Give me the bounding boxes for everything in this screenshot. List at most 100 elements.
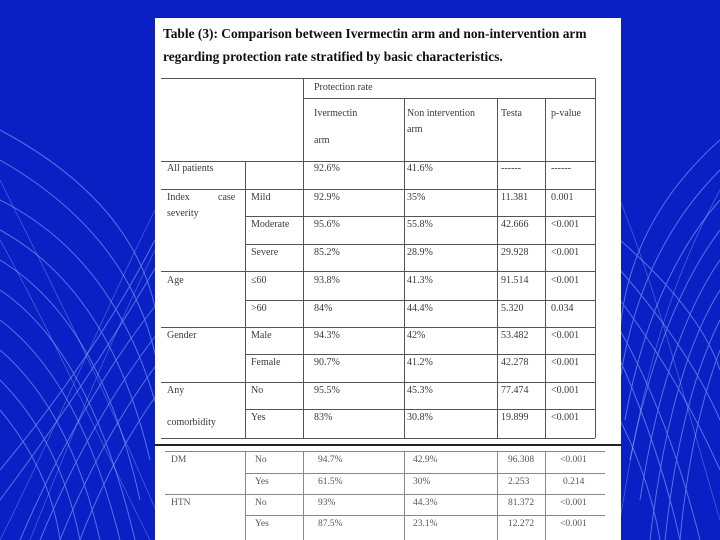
cell-ivermectin: 95.6% xyxy=(314,219,340,230)
table-rule xyxy=(165,451,605,452)
cell-non-intervention: 44.4% xyxy=(407,303,433,314)
table-rule xyxy=(595,78,596,438)
row-subgroup: Mild xyxy=(251,192,271,203)
table-rule xyxy=(161,161,595,162)
cell-ivermectin: 94.3% xyxy=(314,330,340,341)
cell-p-value: ------ xyxy=(551,163,571,174)
table-rule xyxy=(161,78,595,79)
row-subgroup: Yes xyxy=(255,477,269,487)
row-category: Age xyxy=(167,275,184,286)
table-rule xyxy=(497,98,498,438)
table-rule xyxy=(245,515,605,516)
cell-p-value: <0.001 xyxy=(551,275,580,286)
cell-test: 2.253 xyxy=(508,477,530,487)
table-rule xyxy=(245,161,246,438)
cell-p-value: <0.001 xyxy=(560,519,587,529)
cell-p-value: <0.001 xyxy=(560,455,587,465)
cell-test: 19.899 xyxy=(501,412,529,423)
row-subgroup: Severe xyxy=(251,247,279,258)
table-rule xyxy=(303,451,304,540)
table-rule xyxy=(404,451,405,540)
row-subgroup: No xyxy=(251,385,264,396)
table-rule xyxy=(245,473,605,474)
cell-p-value: 0.001 xyxy=(551,192,574,203)
cell-test: 42.666 xyxy=(501,219,529,230)
cell-ivermectin: 90.7% xyxy=(314,357,340,368)
cell-test: 53.482 xyxy=(501,330,529,341)
table-rule xyxy=(497,451,498,540)
cell-ivermectin: 84% xyxy=(314,303,333,314)
row-subgroup: Moderate xyxy=(251,219,290,230)
row-category: case xyxy=(218,192,236,203)
cell-test: 11.381 xyxy=(501,192,529,203)
row-category: HTN xyxy=(171,498,191,508)
header-test: Testa xyxy=(501,108,522,119)
cell-non-intervention: 35% xyxy=(407,192,426,203)
cell-test: 96.308 xyxy=(508,455,535,465)
cell-ivermectin: 83% xyxy=(314,412,333,423)
table-rule xyxy=(245,300,595,301)
row-subgroup: Male xyxy=(251,330,272,341)
table-title: Table (3): Comparison between Ivermectin… xyxy=(163,26,587,64)
row-category: comorbidity xyxy=(167,417,216,428)
cell-test: 91.514 xyxy=(501,275,529,286)
row-category: Gender xyxy=(167,330,197,341)
cell-test: 42.278 xyxy=(501,357,529,368)
cell-non-intervention: 41.6% xyxy=(407,163,433,174)
cell-test: 5.320 xyxy=(501,303,524,314)
cell-p-value: 0.214 xyxy=(563,477,585,487)
cell-ivermectin: 61.5% xyxy=(318,477,343,487)
row-subgroup: Female xyxy=(251,357,281,368)
row-category: DM xyxy=(171,455,187,465)
protection-rate-table: Protection rate Ivermectin arm Non inter… xyxy=(155,18,621,540)
table-rule xyxy=(245,244,595,245)
table-rule xyxy=(303,78,304,438)
cell-non-intervention: 41.3% xyxy=(407,275,433,286)
cell-non-intervention: 23.1% xyxy=(413,519,438,529)
header-non-intervention: Non intervention xyxy=(407,108,476,119)
row-subgroup: No xyxy=(255,498,267,508)
table-rule xyxy=(245,354,595,355)
cell-ivermectin: 87.5% xyxy=(318,519,343,529)
table-rule xyxy=(245,451,246,540)
cell-p-value: <0.001 xyxy=(551,385,580,396)
header-non-intervention-arm: arm xyxy=(407,124,423,135)
document-page: Table (3): Comparison between Ivermectin… xyxy=(155,18,621,540)
row-category: All patients xyxy=(167,163,214,174)
table-rule xyxy=(245,409,595,410)
row-subgroup: No xyxy=(255,455,267,465)
header-ivermectin-arm: arm xyxy=(314,135,330,146)
cell-non-intervention: 28.9% xyxy=(407,247,433,258)
cell-p-value: 0.034 xyxy=(551,303,574,314)
cell-ivermectin: 93% xyxy=(318,498,336,508)
header-protection-rate: Protection rate xyxy=(314,82,373,93)
table-rule xyxy=(245,216,595,217)
cell-test: 81.372 xyxy=(508,498,535,508)
cell-non-intervention: 42% xyxy=(407,330,426,341)
header-p-value: p-value xyxy=(551,108,581,119)
cell-p-value: <0.001 xyxy=(560,498,587,508)
cell-non-intervention: 42.9% xyxy=(413,455,438,465)
row-category: Index xyxy=(167,192,190,203)
header-ivermectin: Ivermectin xyxy=(314,108,358,119)
cell-p-value: <0.001 xyxy=(551,247,580,258)
row-subgroup: Yes xyxy=(255,519,269,529)
cell-non-intervention: 41.2% xyxy=(407,357,433,368)
cell-non-intervention: 55.8% xyxy=(407,219,433,230)
image-divider xyxy=(155,444,621,446)
cell-ivermectin: 95.5% xyxy=(314,385,340,396)
cell-ivermectin: 94.7% xyxy=(318,455,343,465)
cell-test: 77.474 xyxy=(501,385,529,396)
cell-test: 29.928 xyxy=(501,247,529,258)
cell-p-value: <0.001 xyxy=(551,412,580,423)
table-rule xyxy=(161,382,595,383)
table-rule xyxy=(404,98,405,438)
cell-ivermectin: 85.2% xyxy=(314,247,340,258)
row-category: Any xyxy=(167,385,185,396)
cell-test: 12.272 xyxy=(508,519,535,529)
table-rule xyxy=(165,494,605,495)
table-rule xyxy=(161,438,595,439)
table-rule xyxy=(303,98,595,99)
table-rule xyxy=(161,327,595,328)
